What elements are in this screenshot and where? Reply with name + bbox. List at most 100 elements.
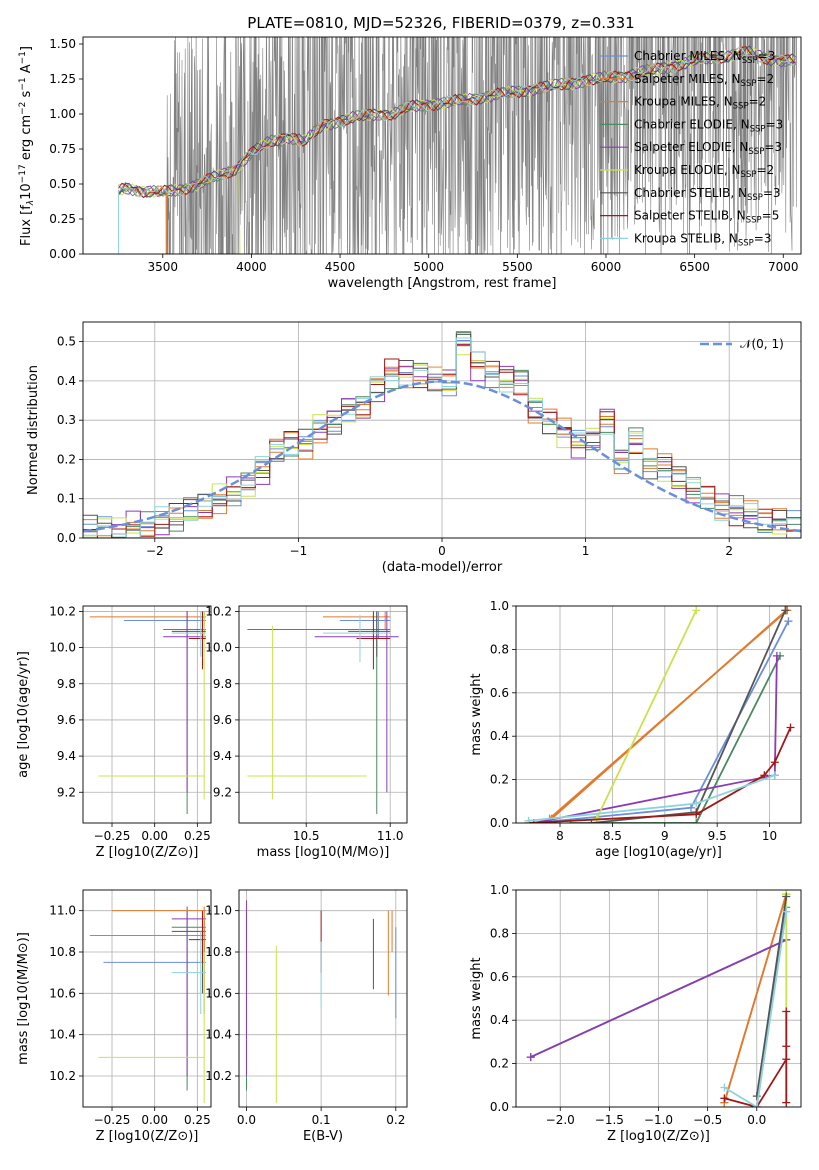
mass-vs-EBV-errorbars <box>245 900 397 1103</box>
weight-line <box>530 939 787 1058</box>
residuals-xtick-label: −2 <box>146 544 164 558</box>
spectrum-xtick-label: 6000 <box>591 260 622 274</box>
weight-line <box>533 655 778 823</box>
spectrum-frame <box>82 36 802 255</box>
spectrum-ytick-label: 1.50 <box>49 37 76 51</box>
age-vs-mass-ytick-label: 9.6 <box>213 713 232 727</box>
weight-marker <box>784 617 793 626</box>
ylabel-part: 10 <box>19 183 34 200</box>
spectrum-ylabel: Flux [fλ10−17 erg cm−2 s−1 A−1] <box>18 46 36 246</box>
legend-count: =3 <box>763 186 781 200</box>
legend-subscript: SSP <box>741 170 757 180</box>
mass-vs-EBV-xtick-label: 0.2 <box>386 1113 405 1127</box>
mass-vs-Z-xlabel: Z [log10(Z/Z⊙)] <box>96 1129 199 1144</box>
mass-vs-EBV-ytick-label: 10.2 <box>205 1069 232 1083</box>
residuals-ytick-label: 0.3 <box>57 413 76 427</box>
residuals-ytick-label: 0.5 <box>57 335 76 349</box>
mass-vs-EBV-xlabel: E(B-V) <box>303 1129 343 1144</box>
mass-vs-Z-ytick-label: 10.6 <box>49 986 76 1000</box>
weight-vs-age-axes: 8 8.5 9 9.5 10 0.0 0.2 0.4 0.6 0.8 1.0 <box>490 599 801 843</box>
legend-label: Chabrier STELIB, NSSP=3 <box>634 186 781 203</box>
legend-label: Chabrier ELODIE, NSSP=3 <box>634 117 783 134</box>
legend-count: =3 <box>764 140 782 154</box>
weight-marker <box>524 816 533 823</box>
normal-curve <box>83 380 801 533</box>
legend-count: =3 <box>758 49 776 63</box>
age-vs-Z-ytick-label: 10.2 <box>49 604 76 618</box>
residuals-frame <box>82 321 802 539</box>
age-vs-Z-ylabel: age [log10(age/yr)] <box>16 651 31 778</box>
spectrum-ytick-label: 0.25 <box>49 212 76 226</box>
mass-vs-Z-ytick-label: 10.2 <box>49 1069 76 1083</box>
residuals-xlabel: (data-model)/error <box>382 560 503 575</box>
weight-marker <box>752 1092 761 1101</box>
weight-line <box>755 896 788 1097</box>
residuals-axes: −2 −1 0 1 2 0.0 0.1 0.2 0.3 0.4 0.5 <box>57 322 801 558</box>
histogram-step <box>83 333 801 538</box>
age-vs-mass-xlabel: mass [log10(M/M⊙)] <box>257 845 390 860</box>
mass-vs-EBV-ytick-label: 10.8 <box>205 945 232 959</box>
age-vs-mass-ytick-label: 9.2 <box>213 785 232 799</box>
age-vs-Z-ytick-label: 9.4 <box>57 749 76 763</box>
age-vs-Z-frame <box>82 605 212 824</box>
mass-vs-Z-axes: −0.25 0.00 0.25 10.2 10.4 10.6 10.8 11.0 <box>49 890 211 1127</box>
spectrum-xtick-label: 4500 <box>325 260 356 274</box>
age-vs-Z-errorbars <box>89 611 206 814</box>
spectrum-xtick-label: 5000 <box>413 260 444 274</box>
weight-vs-Z-xtick-label: −1.0 <box>644 1113 673 1127</box>
legend-count: =2 <box>756 163 774 177</box>
legend-subscript: SSP <box>748 147 764 157</box>
weight-marker <box>782 1055 791 1064</box>
mass-vs-EBV-ytick-label: 10.4 <box>205 1028 232 1042</box>
spectrum-xtick-label: 6500 <box>679 260 710 274</box>
weight-vs-age-frame <box>515 605 802 824</box>
weight-vs-Z-xtick-label: −0.5 <box>693 1113 722 1127</box>
weight-marker <box>686 803 695 812</box>
residuals-ylabel: Normed distribution <box>26 365 41 495</box>
legend-subscript: SSP <box>738 238 754 248</box>
legend-count: =3 <box>754 231 772 245</box>
age-vs-Z-xtick-label: 0.00 <box>141 829 168 843</box>
spectrum-xtick-label: 3500 <box>148 260 179 274</box>
residuals-ytick-label: 0.0 <box>57 531 76 545</box>
weight-vs-age-ytick-label: 0.4 <box>490 729 509 743</box>
age-vs-Z-ytick-label: 10.0 <box>49 641 76 655</box>
age-vs-Z-axes: −0.25 0.00 0.25 9.2 9.4 9.6 9.8 10.0 10.2 <box>49 604 211 843</box>
residuals-xtick-label: 2 <box>725 544 733 558</box>
weight-marker <box>692 819 701 823</box>
ylabel-sup: −1 <box>18 77 28 90</box>
spectrum-ytick-label: 1.00 <box>49 107 76 121</box>
weight-marker <box>692 810 701 819</box>
residuals-xtick-label: 1 <box>582 544 590 558</box>
age-vs-mass-axes: 10.5 11.0 9.2 9.4 9.6 9.8 10.0 10.2 <box>205 604 407 843</box>
spectrum-lines <box>117 37 797 254</box>
spectrum-legend: Chabrier MILES, NSSP=3 Salpeter MILES, NS… <box>600 49 783 248</box>
weight-vs-Z-ytick-label: 0.6 <box>490 970 509 984</box>
mass-vs-EBV-xtick-label: 0.0 <box>237 1113 256 1127</box>
weight-vs-Z-ytick-label: 0.0 <box>490 1100 509 1114</box>
age-vs-mass-ytick-label: 9.4 <box>213 749 232 763</box>
legend-label: 𝒩(0, 1) <box>740 337 784 351</box>
weight-vs-age-lines <box>524 606 795 823</box>
weight-marker <box>720 1083 729 1092</box>
ylabel-sup: −1 <box>18 51 28 64</box>
weight-marker <box>781 606 790 615</box>
age-vs-mass-ytick-label: 10.2 <box>205 604 232 618</box>
age-vs-mass-ytick-label: 9.8 <box>213 677 232 691</box>
weight-marker <box>770 758 779 767</box>
ylabel-part: A <box>19 64 34 77</box>
mass-vs-EBV-xtick-label: 0.1 <box>312 1113 331 1127</box>
legend-subscript: SSP <box>750 124 766 134</box>
weight-marker <box>752 1103 761 1107</box>
weight-marker <box>772 651 781 660</box>
weight-vs-Z-axes: −2.0 −1.5 −1.0 −0.5 0.0 0.0 0.2 0.4 0.6 0.8 1.0 <box>490 883 801 1127</box>
weight-vs-age-ytick-label: 1.0 <box>490 599 509 613</box>
residuals-xtick-label: 0 <box>438 544 446 558</box>
weight-vs-age-xtick-label: 10 <box>762 829 777 843</box>
weight-marker <box>526 1053 535 1062</box>
age-vs-Z-ytick-label: 9.6 <box>57 713 76 727</box>
weight-vs-age-ytick-label: 0.6 <box>490 686 509 700</box>
mass-vs-Z-ytick-label: 10.4 <box>49 1028 76 1042</box>
weight-vs-age-xtick-label: 9 <box>661 829 669 843</box>
